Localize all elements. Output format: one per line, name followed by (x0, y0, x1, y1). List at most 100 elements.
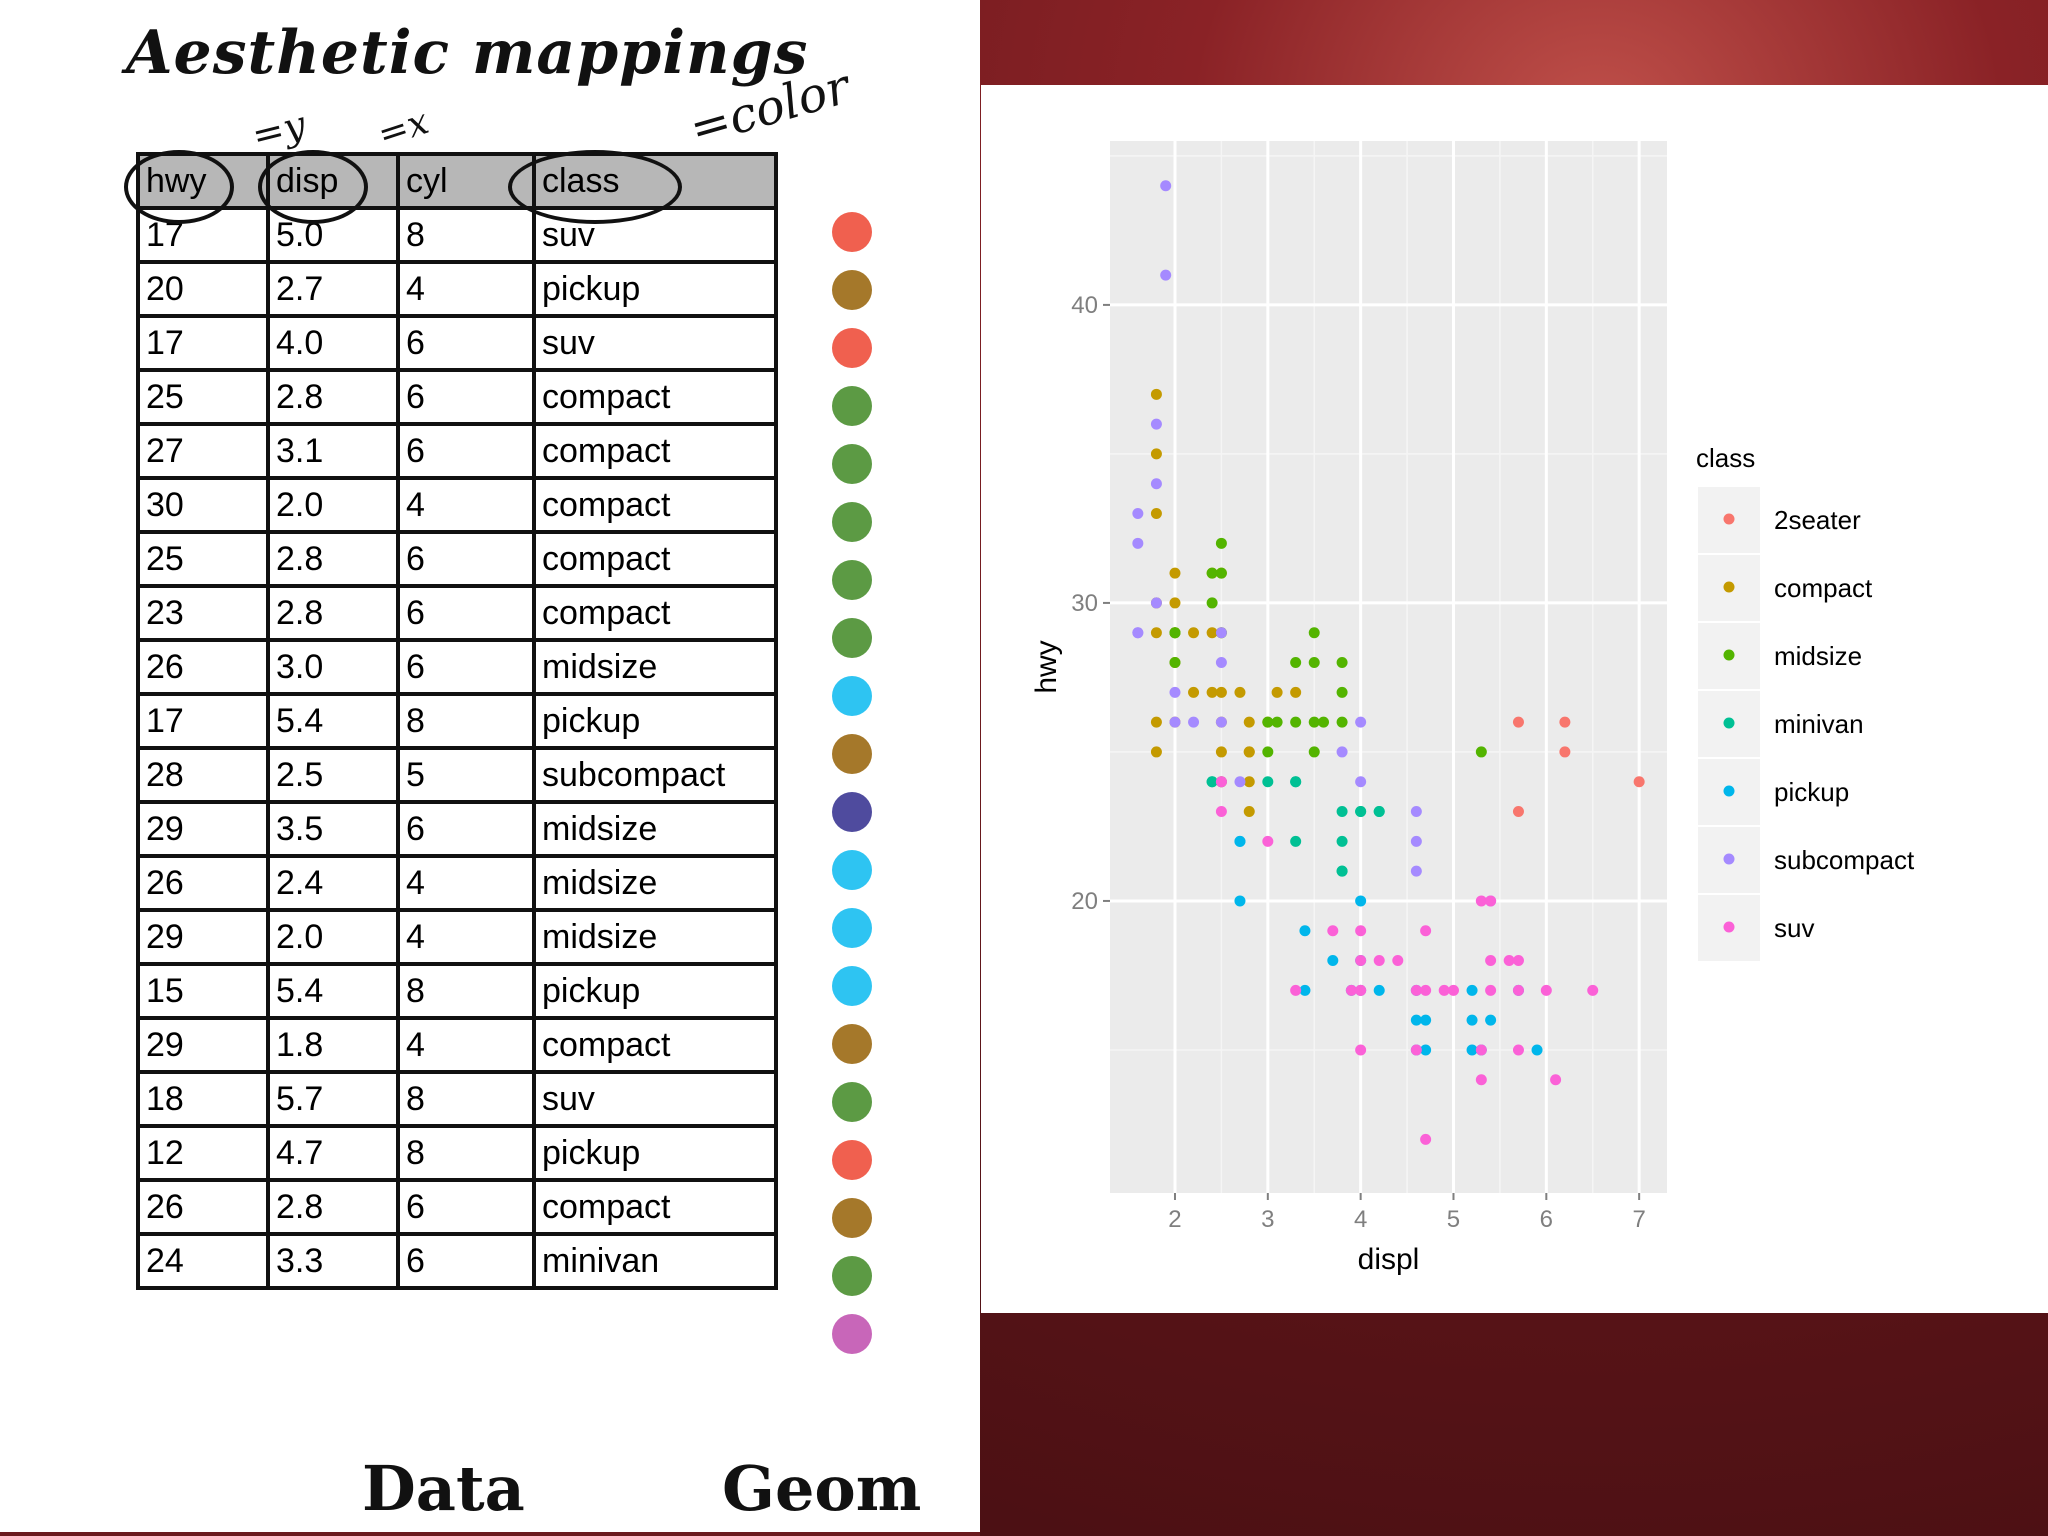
cell-class: midsize (532, 908, 778, 966)
data-point-suv (1485, 895, 1497, 907)
cell-cyl: 6 (396, 368, 536, 426)
table-row: 26 2.4 4 midsize (136, 854, 778, 912)
data-point-pickup (1420, 1014, 1432, 1026)
cell-class: pickup (532, 962, 778, 1020)
cell-cyl: 4 (396, 476, 536, 534)
cell-cyl: 4 (396, 908, 536, 966)
legend-label-2seater: 2seater (1774, 505, 1861, 535)
data-point-compact (1150, 508, 1162, 520)
x-tick-label: 2 (1168, 1206, 1181, 1233)
data-point-subcompact (1355, 776, 1367, 788)
data-point-suv (1420, 1133, 1432, 1145)
data-point-pickup (1466, 1044, 1478, 1056)
geom-dot (832, 1024, 872, 1064)
data-point-subcompact (1336, 746, 1348, 758)
legend-swatch-minivan (1723, 717, 1735, 729)
cell-disp: 2.0 (266, 908, 400, 966)
data-point-midsize (1262, 746, 1274, 758)
geom-dot (832, 1256, 872, 1296)
table-row: 15 5.4 8 pickup (136, 962, 778, 1020)
cell-cyl: 6 (396, 314, 536, 372)
geom-dot (832, 212, 872, 252)
data-point-suv (1420, 925, 1432, 937)
data-point-midsize (1336, 657, 1348, 669)
data-point-suv (1345, 984, 1357, 996)
geom-dot (832, 1198, 872, 1238)
geom-dot (832, 560, 872, 600)
cell-hwy: 27 (136, 422, 270, 480)
cell-cyl: 6 (396, 584, 536, 642)
data-point-compact (1150, 388, 1162, 400)
data-point-minivan (1336, 806, 1348, 818)
cell-cyl: 8 (396, 692, 536, 750)
data-point-pickup (1420, 1044, 1432, 1056)
cell-disp: 2.5 (266, 746, 400, 804)
data-point-subcompact (1234, 776, 1246, 788)
cell-class: compact (532, 530, 778, 588)
cell-class: suv (532, 1070, 778, 1128)
data-point-pickup (1327, 955, 1339, 967)
cell-class: pickup (532, 260, 778, 318)
data-point-suv (1355, 984, 1367, 996)
data-point-compact (1206, 627, 1218, 639)
cell-disp: 2.8 (266, 584, 400, 642)
data-point-midsize (1336, 716, 1348, 728)
data-point-suv (1392, 955, 1404, 967)
data-point-suv (1475, 1074, 1487, 1086)
cell-class: midsize (532, 638, 778, 696)
data-point-suv (1355, 1044, 1367, 1056)
data-point-subcompact (1169, 716, 1181, 728)
cell-class: compact (532, 476, 778, 534)
table-row: 17 5.0 8 suv (136, 206, 778, 264)
y-tick-label: 30 (1071, 590, 1098, 617)
data-point-suv (1475, 895, 1487, 907)
legend-swatch-midsize (1723, 649, 1735, 661)
data-table: hwy disp cyl class 17 5.0 8 suv 20 2.7 4 pickup… (136, 152, 778, 1290)
slide-left-panel: Aesthetic mappings =y =x =color hwy disp… (0, 0, 980, 1532)
geom-dot (832, 618, 872, 658)
data-point-midsize (1308, 627, 1320, 639)
class-circle-mark (508, 150, 682, 224)
data-point-suv (1327, 925, 1339, 937)
data-point-compact (1234, 686, 1246, 698)
data-point-suv (1355, 955, 1367, 967)
data-point-suv (1438, 984, 1450, 996)
data-point-subcompact (1169, 686, 1181, 698)
table-row: 29 2.0 4 midsize (136, 908, 778, 966)
geom-dot (832, 1140, 872, 1180)
data-point-compact (1290, 686, 1302, 698)
y-axis-label: hwy (1030, 640, 1063, 693)
table-row: 25 2.8 6 compact (136, 530, 778, 588)
table-row: 26 3.0 6 midsize (136, 638, 778, 696)
data-point-midsize (1206, 597, 1218, 609)
data-point-pickup (1373, 984, 1385, 996)
x-tick-label: 5 (1447, 1206, 1460, 1233)
x-tick-label: 6 (1540, 1206, 1553, 1233)
data-point-midsize (1475, 746, 1487, 758)
data-point-pickup (1299, 925, 1311, 937)
data-point-minivan (1262, 776, 1274, 788)
cell-hwy: 12 (136, 1124, 270, 1182)
cell-hwy: 26 (136, 638, 270, 696)
cell-hwy: 28 (136, 746, 270, 804)
cell-cyl: 6 (396, 638, 536, 696)
cell-cyl: 8 (396, 206, 536, 264)
data-point-suv (1485, 955, 1497, 967)
data-point-suv (1550, 1074, 1562, 1086)
cell-hwy: 29 (136, 1016, 270, 1074)
data-point-pickup (1466, 984, 1478, 996)
data-point-pickup (1531, 1044, 1543, 1056)
data-point-pickup (1234, 895, 1246, 907)
cell-class: pickup (532, 1124, 778, 1182)
data-point-suv (1447, 984, 1459, 996)
legend-swatch-pickup (1723, 785, 1735, 797)
data-point-minivan (1373, 806, 1385, 818)
cell-disp: 2.8 (266, 1178, 400, 1236)
data-point-suv (1503, 955, 1515, 967)
data-point-subcompact (1215, 657, 1227, 669)
data-point-midsize (1262, 716, 1274, 728)
data-point-suv (1410, 984, 1422, 996)
legend-title: class (1696, 443, 1755, 473)
data-point-suv (1485, 984, 1497, 996)
table-row: 28 2.5 5 subcompact (136, 746, 778, 804)
